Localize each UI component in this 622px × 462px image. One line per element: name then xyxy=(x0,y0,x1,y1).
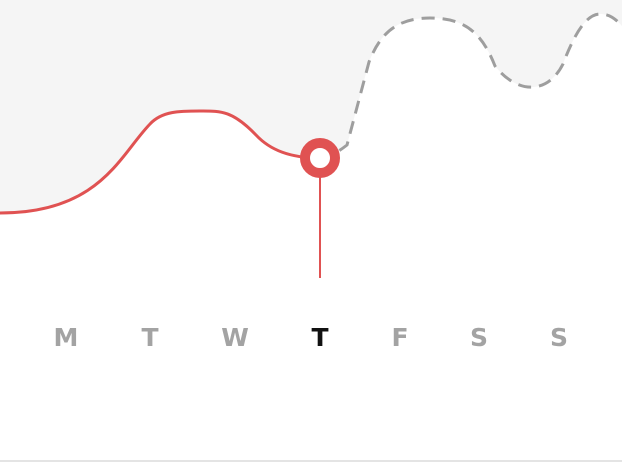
day-label-3[interactable]: T xyxy=(311,323,329,352)
day-label-1[interactable]: T xyxy=(141,323,159,352)
bottom-divider xyxy=(0,460,622,462)
day-label-4[interactable]: F xyxy=(391,323,409,352)
chart-line-forecast xyxy=(319,12,622,160)
day-label-6[interactable]: S xyxy=(549,323,568,352)
day-label-5[interactable]: S xyxy=(469,323,488,352)
chart-fill-area xyxy=(0,0,622,213)
chart-line-past xyxy=(0,109,321,215)
day-label-0[interactable]: M xyxy=(53,323,79,352)
day-label-2[interactable]: W xyxy=(221,323,249,352)
selected-point-marker[interactable] xyxy=(300,138,340,178)
